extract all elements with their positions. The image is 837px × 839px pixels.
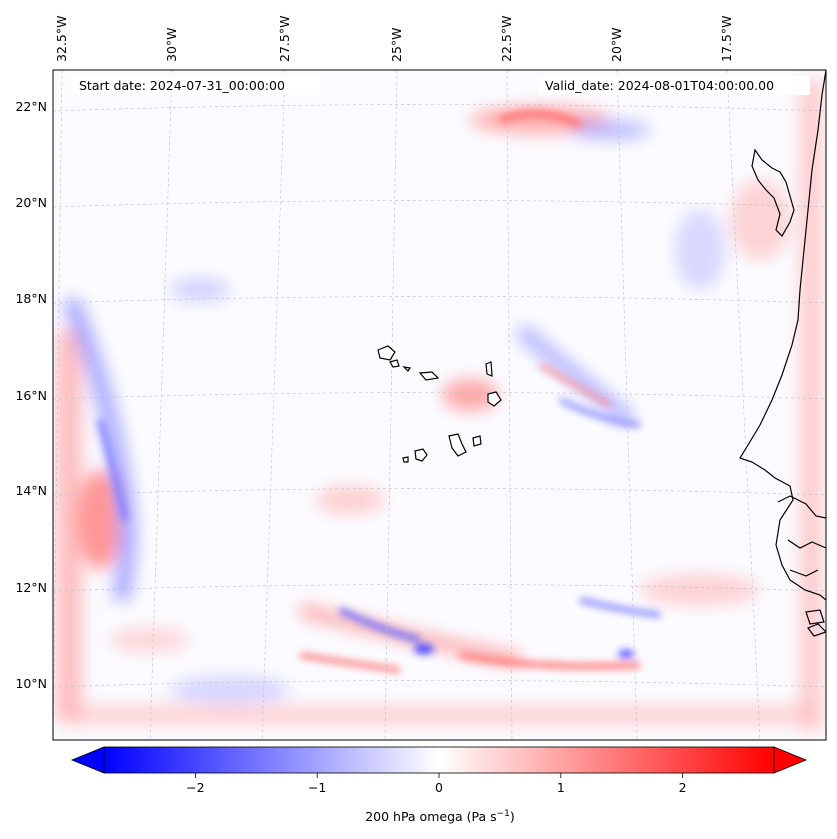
colorbar-tick-label: −2	[186, 780, 204, 795]
lon-label: 20°W	[609, 27, 624, 62]
start-date-box	[72, 76, 320, 95]
lon-label: 17.5°W	[719, 16, 734, 62]
lat-label: 18°N	[15, 291, 47, 306]
latitude-labels: 22°N 20°N 18°N 16°N 14°N 12°N 10°N	[15, 99, 47, 691]
lat-label: 16°N	[15, 388, 47, 403]
lon-label: 25°W	[389, 27, 404, 62]
map-panel: Start date: 2024-07-31_00:00:00 Valid_da…	[52, 69, 827, 741]
map-frame	[52, 69, 827, 741]
colorbar-tick-label: 1	[557, 780, 565, 795]
valid-date-box	[538, 76, 810, 95]
longitude-labels: 32.5°W 30°W 27.5°W 25°W 22.5°W 20°W 17.5…	[54, 16, 734, 62]
colorbar-gradient	[103, 746, 775, 774]
colorbar-label: 200 hPa omega (Pa s−1)	[365, 809, 515, 824]
omega-field	[56, 80, 822, 730]
lat-label: 10°N	[15, 676, 47, 691]
lon-label: 27.5°W	[277, 16, 292, 62]
colorbar-extend-high	[773, 746, 808, 774]
coastline	[739, 70, 826, 637]
lat-label: 22°N	[15, 99, 47, 114]
colorbar-tick-label: −1	[308, 780, 326, 795]
colorbar: −2 −1 0 1 2 200 hPa omega (Pa s−1)	[70, 746, 808, 824]
valid-date-text: Valid_date: 2024-08-01T04:00:00.00	[545, 78, 774, 93]
lat-label: 20°N	[15, 195, 47, 210]
gridlines	[53, 70, 826, 740]
africa-coastline	[739, 70, 826, 601]
lon-label: 30°W	[164, 27, 179, 62]
colorbar-tick-label: 0	[435, 780, 443, 795]
lon-label: 32.5°W	[54, 16, 69, 62]
colorbar-extend-low	[70, 746, 105, 774]
lat-label: 12°N	[15, 580, 47, 595]
colorbar-ticks: −2 −1 0 1 2	[186, 773, 687, 795]
map-background	[53, 70, 826, 740]
colorbar-tick-label: 2	[679, 780, 687, 795]
lat-label: 14°N	[15, 483, 47, 498]
start-date-text: Start date: 2024-07-31_00:00:00	[79, 78, 285, 93]
cape-verde-islands	[377, 345, 502, 463]
lon-label: 22.5°W	[499, 16, 514, 62]
